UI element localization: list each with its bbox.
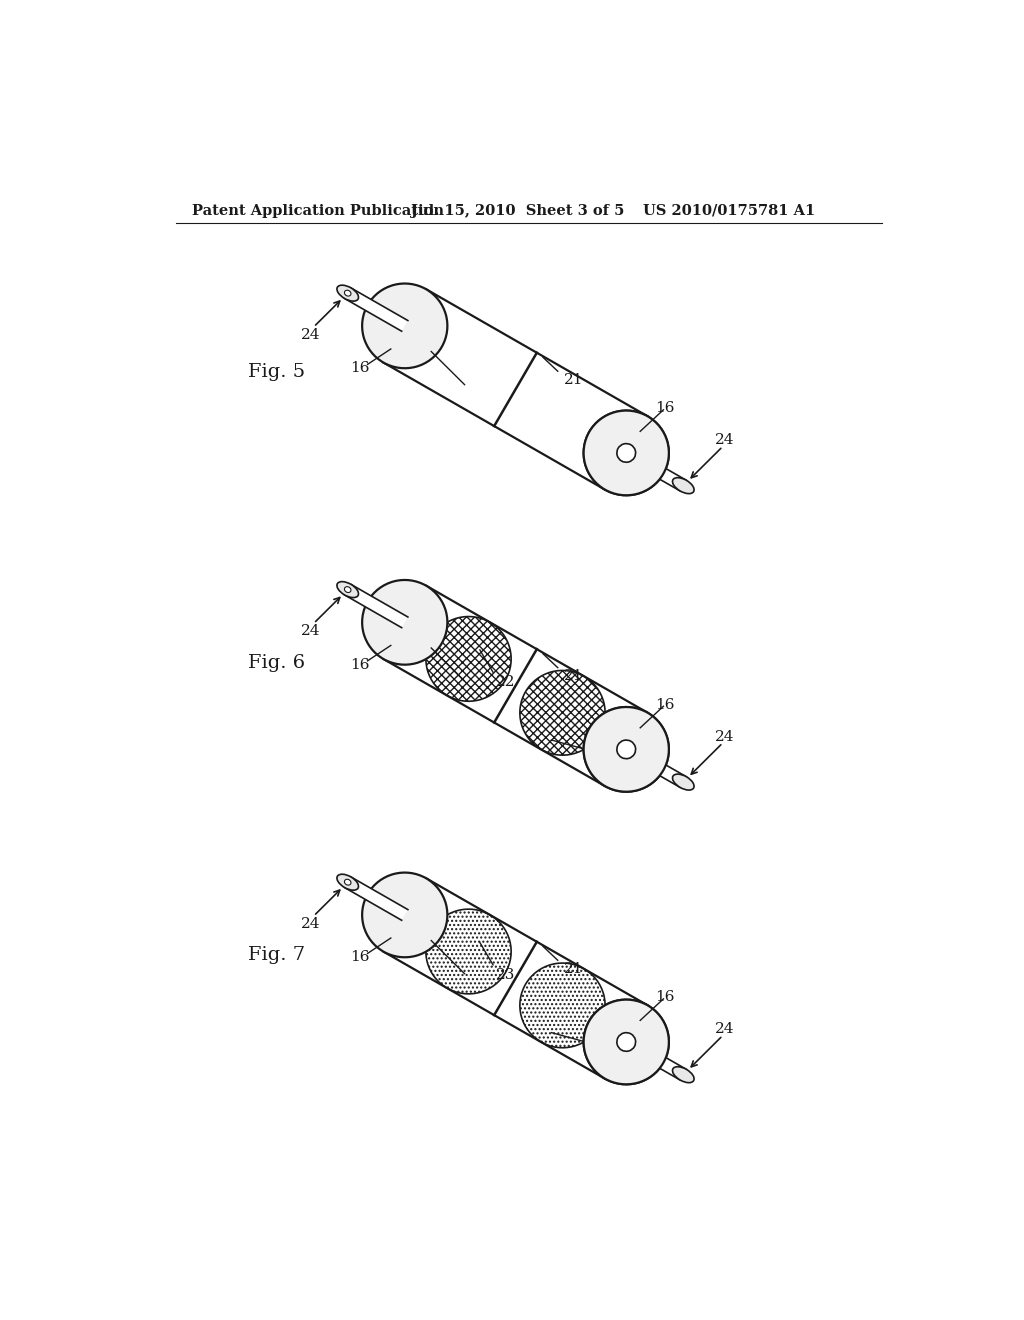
Ellipse shape bbox=[344, 879, 351, 886]
Ellipse shape bbox=[362, 579, 447, 665]
Ellipse shape bbox=[337, 874, 358, 890]
Text: 19: 19 bbox=[413, 335, 432, 350]
Ellipse shape bbox=[362, 873, 447, 957]
Text: 16: 16 bbox=[350, 657, 370, 672]
Text: 19: 19 bbox=[413, 924, 432, 939]
Text: 23: 23 bbox=[587, 1036, 606, 1049]
Polygon shape bbox=[345, 876, 408, 920]
Polygon shape bbox=[624, 1036, 686, 1080]
Ellipse shape bbox=[616, 444, 636, 462]
Text: 24: 24 bbox=[715, 1022, 734, 1036]
Ellipse shape bbox=[337, 285, 358, 301]
Ellipse shape bbox=[344, 586, 351, 593]
Text: Jul. 15, 2010  Sheet 3 of 5: Jul. 15, 2010 Sheet 3 of 5 bbox=[411, 203, 625, 218]
Polygon shape bbox=[383, 289, 647, 490]
Ellipse shape bbox=[426, 616, 511, 701]
Text: 16: 16 bbox=[655, 990, 675, 1005]
Ellipse shape bbox=[426, 909, 511, 994]
Text: 21: 21 bbox=[563, 372, 583, 387]
Ellipse shape bbox=[616, 444, 636, 462]
Polygon shape bbox=[345, 288, 408, 331]
Ellipse shape bbox=[362, 284, 447, 368]
Text: US 2010/0175781 A1: US 2010/0175781 A1 bbox=[643, 203, 816, 218]
Ellipse shape bbox=[616, 741, 636, 759]
Text: 19: 19 bbox=[413, 632, 432, 645]
Ellipse shape bbox=[520, 964, 605, 1048]
Text: 22: 22 bbox=[587, 743, 606, 758]
Ellipse shape bbox=[584, 411, 669, 495]
Polygon shape bbox=[624, 744, 686, 788]
Ellipse shape bbox=[616, 741, 636, 759]
Text: 24: 24 bbox=[301, 624, 321, 638]
Ellipse shape bbox=[584, 411, 669, 495]
Ellipse shape bbox=[584, 708, 669, 792]
Text: Patent Application Publication: Patent Application Publication bbox=[191, 203, 443, 218]
Ellipse shape bbox=[616, 1032, 636, 1051]
Ellipse shape bbox=[584, 708, 669, 792]
Ellipse shape bbox=[616, 1032, 636, 1051]
Text: Fig. 7: Fig. 7 bbox=[248, 946, 305, 965]
Polygon shape bbox=[345, 585, 408, 627]
Text: 24: 24 bbox=[301, 917, 321, 931]
Ellipse shape bbox=[673, 1067, 694, 1082]
Polygon shape bbox=[383, 586, 647, 785]
Text: 24: 24 bbox=[301, 327, 321, 342]
Text: 16: 16 bbox=[655, 698, 675, 711]
Text: 22: 22 bbox=[496, 676, 515, 689]
Text: 16: 16 bbox=[350, 950, 370, 965]
Text: Fig. 6: Fig. 6 bbox=[248, 653, 305, 672]
Ellipse shape bbox=[584, 999, 669, 1084]
Ellipse shape bbox=[673, 774, 694, 791]
Text: Fig. 5: Fig. 5 bbox=[248, 363, 305, 381]
Text: 16: 16 bbox=[655, 401, 675, 416]
Ellipse shape bbox=[520, 671, 605, 755]
Text: 21: 21 bbox=[563, 669, 583, 684]
Text: 23: 23 bbox=[496, 968, 515, 982]
Text: 24: 24 bbox=[715, 730, 734, 743]
Text: 16: 16 bbox=[350, 362, 370, 375]
Ellipse shape bbox=[584, 999, 669, 1084]
Text: 24: 24 bbox=[715, 433, 734, 447]
Ellipse shape bbox=[673, 478, 694, 494]
Ellipse shape bbox=[344, 290, 351, 296]
Ellipse shape bbox=[337, 582, 358, 598]
Polygon shape bbox=[383, 878, 647, 1078]
Polygon shape bbox=[624, 447, 686, 491]
Text: 21: 21 bbox=[563, 962, 583, 975]
